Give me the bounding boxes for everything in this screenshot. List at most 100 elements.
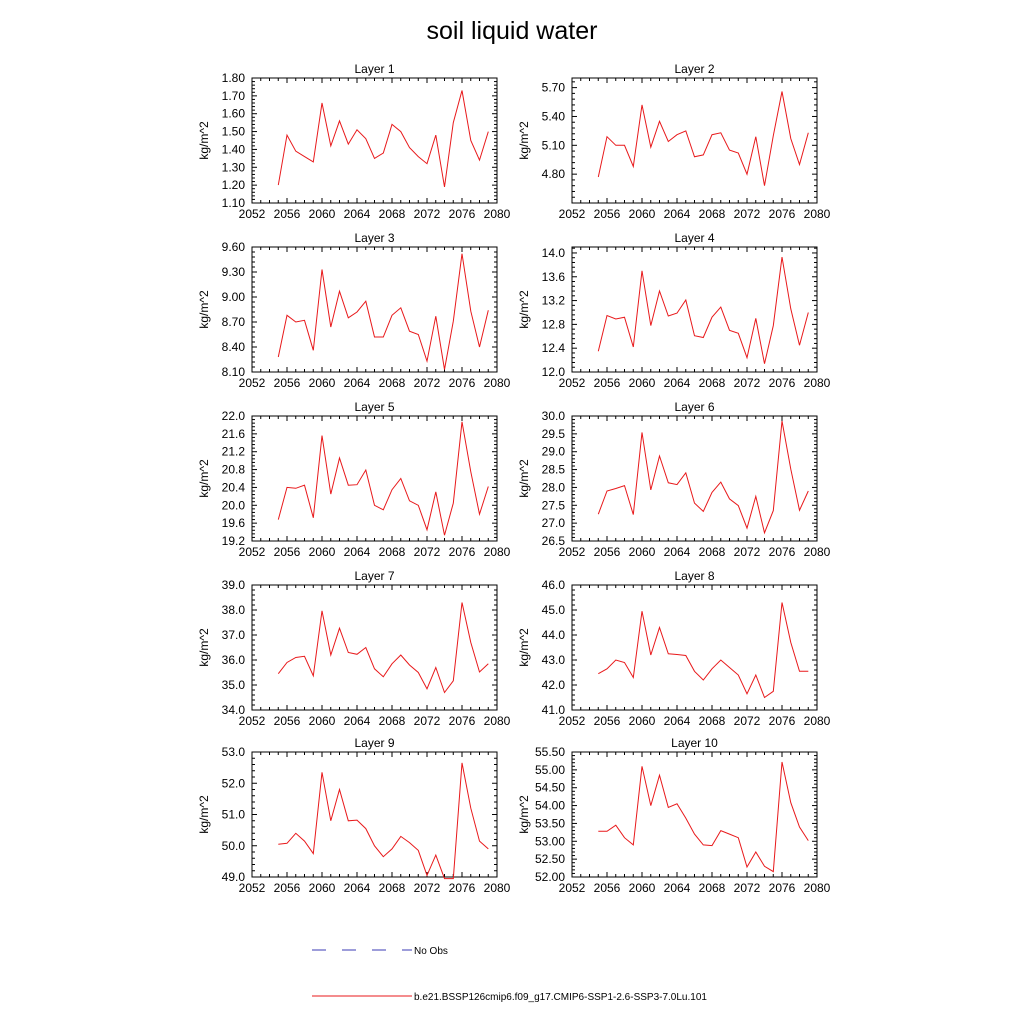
y-tick-label: 19.2 — [222, 534, 246, 548]
x-tick-label: 2056 — [274, 545, 301, 559]
y-tick-label: 12.8 — [542, 317, 566, 331]
x-tick-label: 2052 — [559, 545, 586, 559]
y-tick-label: 38.0 — [222, 603, 246, 617]
y-tick-label: 53.50 — [535, 816, 565, 830]
panel-title: Layer 10 — [671, 736, 718, 750]
panel-title: Layer 5 — [354, 400, 394, 414]
x-tick-label: 2068 — [379, 376, 406, 390]
y-tick-label: 28.0 — [542, 480, 566, 494]
y-tick-label: 37.0 — [222, 628, 246, 642]
y-tick-label: 9.30 — [222, 265, 246, 279]
y-tick-label: 27.5 — [542, 498, 566, 512]
x-tick-label: 2068 — [699, 881, 726, 895]
x-tick-label: 2056 — [274, 376, 301, 390]
y-tick-label: 41.0 — [542, 703, 566, 717]
y-tick-label: 13.2 — [542, 294, 566, 308]
y-tick-label: 5.40 — [542, 109, 566, 123]
x-tick-label: 2072 — [734, 376, 761, 390]
y-tick-label: 29.5 — [542, 427, 566, 441]
x-tick-label: 2052 — [239, 545, 266, 559]
y-tick-label: 5.70 — [542, 81, 566, 95]
legend: No Obs b.e21.BSSP126cmip6.f09_g17.CMIP6-S… — [312, 946, 707, 1003]
y-tick-label: 20.4 — [222, 480, 246, 494]
y-tick-label: 39.0 — [222, 578, 246, 592]
panel-layer-7: Layer 7 kg/m^2 2052 2056 2060 2064 2068 2072 207… — [197, 569, 511, 728]
panel-layer-5: Layer 5 kg/m^2 2052 2056 2060 2064 2068 2072 207… — [197, 400, 511, 559]
panel-layer-6: Layer 6 kg/m^2 2052 2056 2060 2064 2068 2072 207… — [517, 400, 831, 559]
series-line — [597, 420, 809, 535]
x-tick-label: 2052 — [239, 376, 266, 390]
y-tick-label: 14.0 — [542, 246, 566, 260]
x-tick-label: 2064 — [344, 545, 371, 559]
y-axis-label: kg/m^2 — [197, 121, 211, 160]
y-tick-label: 52.50 — [535, 852, 565, 866]
y-tick-label: 1.80 — [222, 71, 246, 85]
y-axis-label: kg/m^2 — [517, 459, 531, 498]
y-tick-label: 53.0 — [222, 745, 246, 759]
panel-title: Layer 9 — [354, 736, 394, 750]
x-tick-label: 2072 — [414, 881, 441, 895]
x-tick-label: 2068 — [379, 881, 406, 895]
x-tick-label: 2068 — [699, 207, 726, 221]
x-tick-label: 2060 — [309, 881, 336, 895]
y-tick-label: 55.00 — [535, 763, 565, 777]
plot-frame — [251, 751, 498, 878]
y-tick-label: 1.30 — [222, 160, 246, 174]
x-tick-label: 2080 — [484, 376, 511, 390]
x-tick-label: 2072 — [734, 714, 761, 728]
y-tick-label: 1.70 — [222, 89, 246, 103]
x-tick-label: 2076 — [769, 881, 796, 895]
y-tick-label: 8.10 — [222, 365, 246, 379]
x-tick-label: 2072 — [414, 545, 441, 559]
y-tick-label: 9.60 — [222, 240, 246, 254]
x-tick-label: 2068 — [379, 545, 406, 559]
y-tick-label: 43.0 — [542, 653, 566, 667]
panel-title: Layer 3 — [354, 231, 394, 245]
y-axis-label: kg/m^2 — [517, 121, 531, 160]
x-tick-label: 2060 — [629, 545, 656, 559]
x-tick-label: 2072 — [734, 207, 761, 221]
y-tick-label: 52.00 — [535, 870, 565, 884]
y-tick-label: 8.40 — [222, 340, 246, 354]
panel-layer-3: Layer 3 kg/m^2 2052 2056 2060 2064 2068 2072 207… — [197, 231, 511, 390]
panel-title: Layer 4 — [674, 231, 714, 245]
x-tick-label: 2080 — [804, 714, 831, 728]
x-tick-label: 2064 — [664, 376, 691, 390]
plot-frame — [251, 584, 498, 711]
y-axis-label: kg/m^2 — [517, 628, 531, 667]
y-axis-label: kg/m^2 — [197, 628, 211, 667]
x-tick-label: 2060 — [629, 207, 656, 221]
y-tick-label: 26.5 — [542, 534, 566, 548]
x-tick-label: 2068 — [379, 714, 406, 728]
x-tick-label: 2064 — [664, 545, 691, 559]
x-tick-label: 2064 — [344, 714, 371, 728]
panel-title: Layer 7 — [354, 569, 394, 583]
x-tick-label: 2072 — [414, 376, 441, 390]
x-tick-label: 2080 — [804, 376, 831, 390]
x-tick-label: 2076 — [769, 714, 796, 728]
y-tick-label: 55.50 — [535, 745, 565, 759]
series-line — [597, 257, 809, 364]
x-tick-label: 2060 — [309, 376, 336, 390]
x-tick-label: 2052 — [239, 207, 266, 221]
y-tick-label: 34.0 — [222, 703, 246, 717]
x-tick-label: 2060 — [309, 545, 336, 559]
plot-frame — [571, 751, 818, 878]
y-tick-label: 4.80 — [542, 167, 566, 181]
y-axis-label: kg/m^2 — [197, 290, 211, 329]
x-tick-label: 2064 — [344, 376, 371, 390]
x-tick-label: 2076 — [449, 545, 476, 559]
x-tick-label: 2052 — [559, 881, 586, 895]
figure-title: soil liquid water — [427, 17, 598, 45]
legend-label: b.e21.BSSP126cmip6.f09_g17.CMIP6-SSP1-2.… — [414, 992, 707, 1003]
x-tick-label: 2068 — [699, 545, 726, 559]
panel-layer-10: Layer 10 kg/m^2 2052 2056 2060 2064 2068 2072 20… — [517, 736, 831, 895]
y-tick-label: 20.0 — [222, 498, 246, 512]
panel-title: Layer 1 — [354, 62, 394, 76]
y-tick-label: 13.6 — [542, 270, 566, 284]
y-tick-label: 1.60 — [222, 107, 246, 121]
y-tick-label: 22.0 — [222, 409, 246, 423]
y-tick-label: 49.0 — [222, 870, 246, 884]
panel-layer-1: Layer 1 kg/m^2 2052 2056 2060 2064 2068 2072 207… — [197, 62, 511, 221]
x-tick-label: 2064 — [664, 881, 691, 895]
